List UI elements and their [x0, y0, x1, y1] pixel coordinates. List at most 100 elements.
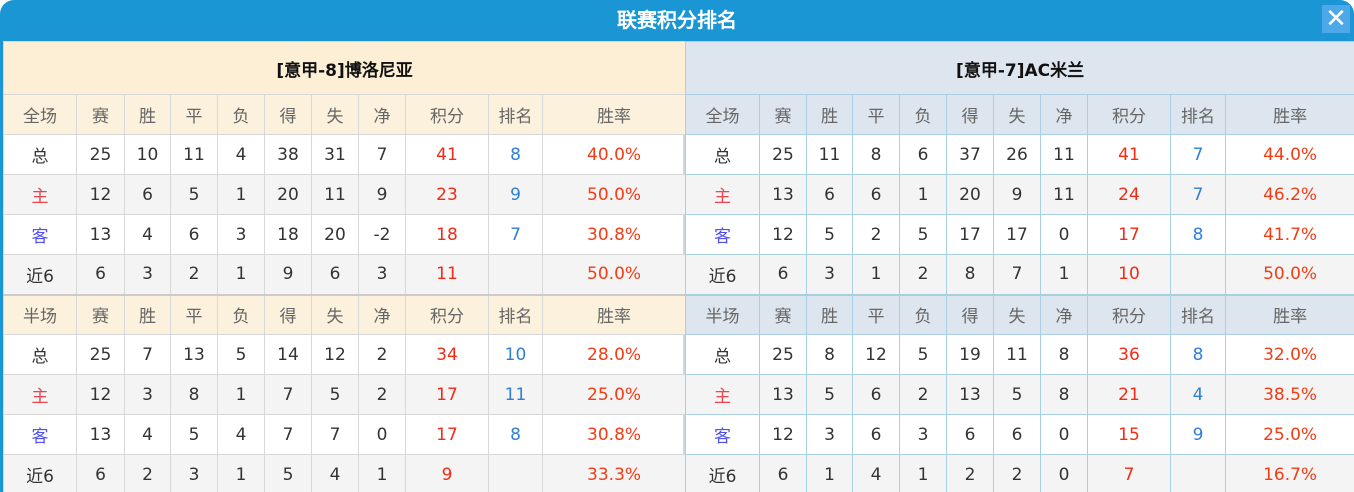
column-header-points: 积分	[1087, 293, 1171, 335]
column-header-points: 积分	[405, 94, 489, 135]
cell-ga: 4	[311, 454, 359, 492]
cell-played: 25	[759, 134, 807, 175]
cell-gf: 20	[946, 174, 994, 215]
cell-lost: 3	[899, 414, 947, 455]
cell-draw: 11	[170, 134, 218, 175]
cell-lost: 2	[899, 254, 947, 295]
table-row: 客 13 4 6 3 18 20 -2 18 7 30.8%	[3, 214, 687, 255]
table-row: 近6 6 3 1 2 8 7 1 10 50.0%	[685, 254, 1354, 295]
column-header-rank: 排名	[488, 293, 543, 335]
cell-gd: 9	[358, 174, 406, 215]
cell-draw: 13	[170, 334, 218, 375]
column-header-lost: 负	[899, 94, 947, 135]
column-header-played: 赛	[759, 293, 807, 335]
column-header-rate: 胜率	[1224, 293, 1354, 335]
cell-points: 36	[1087, 334, 1171, 375]
cell-label: 主	[3, 174, 77, 215]
cell-label: 近6	[685, 454, 760, 492]
cell-won: 4	[124, 214, 171, 255]
cell-label: 近6	[3, 454, 77, 492]
cell-ga: 11	[311, 174, 359, 215]
cell-played: 6	[759, 254, 807, 295]
cell-gf: 7	[264, 374, 312, 415]
cell-points: 41	[405, 134, 489, 175]
cell-won: 5	[806, 374, 853, 415]
cell-lost: 1	[217, 454, 265, 492]
cell-label: 客	[3, 214, 77, 255]
table-row: 近6 6 1 4 1 2 2 0 7 16.7%	[685, 454, 1354, 492]
column-header-played: 赛	[76, 94, 125, 135]
cell-rate: 25.0%	[541, 374, 687, 415]
cell-gd: 0	[1040, 214, 1088, 255]
cell-rate: 32.0%	[1224, 334, 1354, 375]
column-header-gf: 得	[946, 293, 994, 335]
column-header-rank: 排名	[1170, 94, 1226, 135]
column-header-ga: 失	[993, 94, 1041, 135]
table-row: 主 13 6 6 1 20 9 11 24 7 46.2%	[685, 174, 1354, 215]
close-icon[interactable]: ✕	[1322, 5, 1350, 33]
cell-lost: 1	[217, 374, 265, 415]
cell-gd: 7	[358, 134, 406, 175]
cell-played: 13	[76, 414, 125, 455]
cell-won: 3	[124, 374, 171, 415]
cell-draw: 5	[170, 174, 218, 215]
cell-rank	[1170, 254, 1226, 295]
cell-draw: 3	[170, 454, 218, 492]
cell-played: 6	[76, 254, 125, 295]
cell-lost: 1	[217, 254, 265, 295]
cell-played: 6	[76, 454, 125, 492]
cell-gd: 2	[358, 334, 406, 375]
cell-rank: 8	[488, 414, 543, 455]
cell-rate: 16.7%	[1224, 454, 1354, 492]
cell-draw: 4	[852, 454, 900, 492]
title-bar: 联赛积分排名 ✕	[0, 0, 1354, 41]
cell-lost: 1	[899, 454, 947, 492]
cell-rank: 7	[1170, 134, 1226, 175]
column-header-gd: 净	[358, 293, 406, 335]
cell-rate: 41.7%	[1224, 214, 1354, 255]
cell-won: 8	[806, 334, 853, 375]
full-header-row: 全场赛胜平负得失净积分 排名 胜率	[3, 94, 687, 135]
column-header-label: 全场	[685, 94, 760, 135]
cell-ga: 11	[993, 334, 1041, 375]
cell-gf: 17	[946, 214, 994, 255]
column-header-gd: 净	[358, 94, 406, 135]
column-header-lost: 负	[899, 293, 947, 335]
cell-points: 15	[1087, 414, 1171, 455]
cell-played: 13	[759, 174, 807, 215]
column-header-draw: 平	[852, 293, 900, 335]
cell-gd: 11	[1040, 174, 1088, 215]
cell-label: 客	[685, 214, 760, 255]
cell-ga: 7	[993, 254, 1041, 295]
cell-won: 11	[806, 134, 853, 175]
cell-label: 总	[685, 134, 760, 175]
cell-won: 6	[806, 174, 853, 215]
cell-won: 5	[806, 214, 853, 255]
cell-lost: 4	[217, 134, 265, 175]
cell-points: 18	[405, 214, 489, 255]
cell-gf: 14	[264, 334, 312, 375]
half-header-row: 半场赛胜平负得失净积分 排名 胜率	[3, 293, 687, 335]
cell-played: 25	[759, 334, 807, 375]
cell-lost: 1	[217, 174, 265, 215]
cell-gd: 2	[358, 374, 406, 415]
table-row: 主 12 6 5 1 20 11 9 23 9 50.0%	[3, 174, 687, 215]
cell-points: 17	[1087, 214, 1171, 255]
column-header-points: 积分	[405, 293, 489, 335]
cell-lost: 5	[899, 334, 947, 375]
cell-rate: 28.0%	[541, 334, 687, 375]
cell-label: 总	[3, 134, 77, 175]
cell-gf: 5	[264, 454, 312, 492]
cell-gf: 7	[264, 414, 312, 455]
column-header-won: 胜	[124, 94, 171, 135]
column-header-gf: 得	[946, 94, 994, 135]
table-row: 总 25 11 8 6 37 26 11 41 7 44.0%	[685, 134, 1354, 175]
cell-gf: 19	[946, 334, 994, 375]
cell-rate: 46.2%	[1224, 174, 1354, 215]
column-header-rank: 排名	[488, 94, 543, 135]
cell-gd: 0	[358, 414, 406, 455]
cell-played: 25	[76, 134, 125, 175]
cell-label: 近6	[685, 254, 760, 295]
cell-rate: 38.5%	[1224, 374, 1354, 415]
